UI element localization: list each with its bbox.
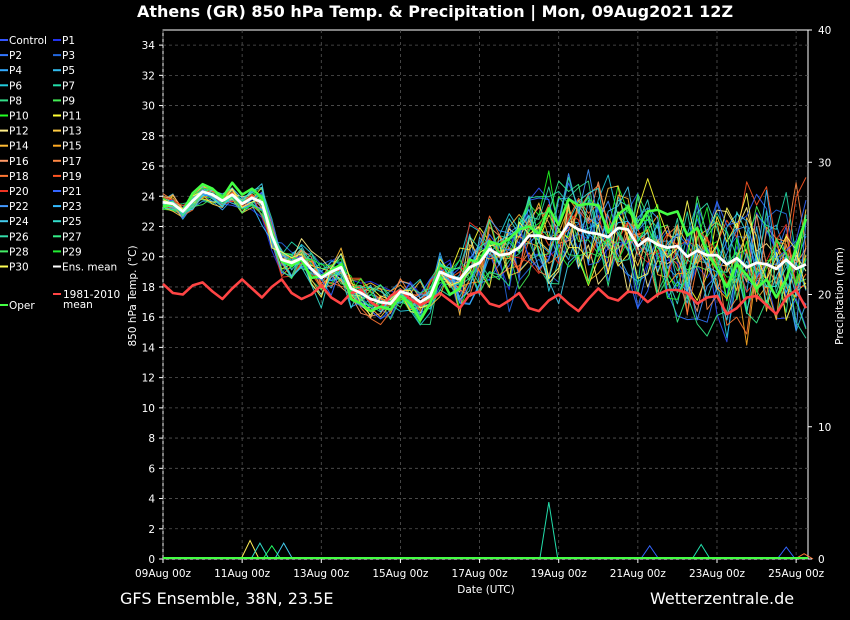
legend-label: P17 xyxy=(62,156,82,168)
legend: Control P1 P2 P3 P4 P5 P6 P7 P8 P9 P10 P11 P12 P13 P14… xyxy=(0,35,120,312)
x-tick-label: 09Aug 00z xyxy=(135,568,192,580)
y2-tick-label: 10 xyxy=(818,422,831,434)
y-tick-label: 26 xyxy=(142,161,156,173)
footer-model: GFS Ensemble, 38N, 23.5E xyxy=(120,589,333,608)
precip-spike xyxy=(776,546,796,560)
legend-label: P22 xyxy=(9,201,29,213)
precipitation-series xyxy=(163,502,814,560)
y-tick-label: 20 xyxy=(142,252,155,264)
x-tick-label: 25Aug 00z xyxy=(768,568,825,580)
x-tick-label: 15Aug 00z xyxy=(372,568,429,580)
legend-label: P28 xyxy=(9,246,29,258)
climate-mean-polyline xyxy=(162,278,808,316)
x-tick-label: 21Aug 00z xyxy=(610,568,667,580)
legend-label: 1981-2010 xyxy=(63,289,120,301)
legend-label: P20 xyxy=(9,186,29,198)
y2-tick-label: 40 xyxy=(818,25,831,37)
y-tick-label: 28 xyxy=(142,131,155,143)
y-tick-label: 10 xyxy=(142,403,155,415)
y-tick-label: 8 xyxy=(148,433,155,445)
ensemble-member-line xyxy=(162,182,807,320)
legend-label: P13 xyxy=(62,126,82,138)
legend-label: P18 xyxy=(9,171,29,183)
legend-label: P10 xyxy=(9,111,29,123)
precip-spike xyxy=(640,544,660,560)
y-tick-label: 24 xyxy=(142,191,156,203)
y-tick-label: 0 xyxy=(148,554,155,566)
x-tick-label: 13Aug 00z xyxy=(293,568,350,580)
legend-label: Ens. mean xyxy=(62,262,117,274)
legend-label: Oper xyxy=(9,300,35,312)
x-tick-label: 17Aug 00z xyxy=(452,568,509,580)
x-tick-label: 11Aug 00z xyxy=(214,568,271,580)
legend-label: P27 xyxy=(62,231,82,243)
y-tick-label: 2 xyxy=(148,524,155,536)
footer-source: Wetterzentrale.de xyxy=(650,589,794,608)
y-tick-label: 30 xyxy=(142,101,155,113)
x-axis-ticks: 09Aug 00z 11Aug 00z 13Aug 00z 15Aug 00z 17Au… xyxy=(135,559,825,580)
y-tick-label: 22 xyxy=(142,221,155,233)
y-tick-label: 6 xyxy=(148,463,155,475)
legend-label: P14 xyxy=(9,141,29,153)
y-tick-label: 14 xyxy=(142,342,156,354)
y-tick-label: 16 xyxy=(142,312,156,324)
legend-label: P25 xyxy=(62,216,82,228)
y2-tick-label: 20 xyxy=(818,290,831,302)
x-tick-label: 19Aug 00z xyxy=(531,568,588,580)
precip-spike xyxy=(539,502,559,560)
legend-label: P5 xyxy=(62,65,75,77)
precip-spike xyxy=(274,542,294,560)
chart-title: Athens (GR) 850 hPa Temp. & Precipitatio… xyxy=(137,2,733,22)
legend-label: mean xyxy=(63,299,93,311)
legend-label: P19 xyxy=(62,171,82,183)
legend-label: P2 xyxy=(9,50,22,62)
climate-mean-line xyxy=(162,278,808,316)
legend-label: P3 xyxy=(62,50,75,62)
precip-spike xyxy=(240,539,260,560)
y2-tick-label: 30 xyxy=(818,157,831,169)
legend-label: P4 xyxy=(9,65,22,77)
precip-spike xyxy=(262,544,282,560)
legend-label: P1 xyxy=(62,35,75,47)
precip-spike xyxy=(250,542,270,560)
y-tick-label: 4 xyxy=(148,494,155,506)
legend-label: P16 xyxy=(9,156,29,168)
legend-label: P7 xyxy=(62,80,75,92)
legend-label: P30 xyxy=(9,262,29,274)
y-tick-label: 12 xyxy=(142,373,155,385)
ens-mean-polyline xyxy=(162,190,807,306)
legend-label: P6 xyxy=(9,80,22,92)
precip-spike xyxy=(691,543,711,560)
y-axis-label: 850 hPa Temp. (°C) xyxy=(127,245,139,346)
legend-label: Control xyxy=(9,35,47,47)
legend-label: P8 xyxy=(9,95,22,107)
y-tick-label: 34 xyxy=(142,40,156,52)
y2-axis-label: Precipitation (mm) xyxy=(834,247,846,345)
legend-label: P12 xyxy=(9,126,29,138)
legend-label: P29 xyxy=(62,246,82,258)
legend-label: P9 xyxy=(62,95,75,107)
legend-label: P24 xyxy=(9,216,29,228)
x-tick-label: 23Aug 00z xyxy=(689,568,746,580)
y-tick-label: 18 xyxy=(142,282,155,294)
ensemble-mean-line xyxy=(162,190,807,306)
legend-label: P21 xyxy=(62,186,82,198)
y-tick-label: 32 xyxy=(142,70,155,82)
x-axis-label: Date (UTC) xyxy=(457,584,514,596)
y2-tick-label: 0 xyxy=(818,554,825,566)
legend-label: P15 xyxy=(62,141,82,153)
legend-label: P23 xyxy=(62,201,82,213)
legend-label: P11 xyxy=(62,111,82,123)
legend-label: P26 xyxy=(9,231,29,243)
y2-axis-ticks: 0 10 20 30 40 xyxy=(808,25,831,566)
